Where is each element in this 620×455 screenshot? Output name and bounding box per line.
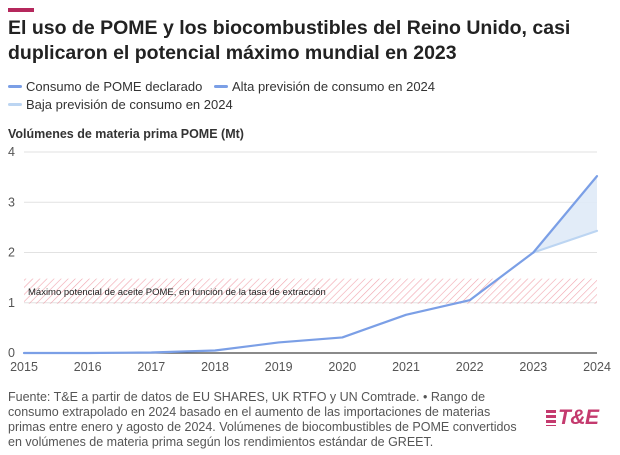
y-tick-label: 2: [8, 246, 15, 260]
series-line-high-forecast: [532, 175, 599, 254]
x-tick-label: 2017: [137, 360, 165, 374]
x-tick-label: 2016: [74, 360, 102, 374]
x-tick-label: 2018: [201, 360, 229, 374]
band-max-potential: [24, 278, 597, 304]
legend: Consumo de POME declarado Alta previsión…: [8, 78, 608, 114]
x-tick-label: 2019: [265, 360, 293, 374]
footer-source: Fuente: T&E a partir de datos de EU SHAR…: [8, 390, 517, 449]
accent-bar: [8, 8, 34, 12]
te-logo: T&E: [546, 406, 599, 430]
logo-stripes-icon: [546, 410, 556, 426]
legend-label-low: Baja previsión de consumo en 2024: [26, 97, 233, 112]
logo-text: T&E: [558, 406, 599, 429]
x-tick-label: 2021: [392, 360, 420, 374]
chart-title: El uso de POME y los biocombustibles del…: [8, 17, 571, 64]
x-tick-label: 2022: [456, 360, 484, 374]
y-tick-label: 1: [8, 296, 15, 310]
y-tick-label: 0: [8, 346, 15, 360]
legend-item-low: Baja previsión de consumo en 2024: [8, 96, 233, 114]
x-tick-label: 2023: [519, 360, 547, 374]
y-tick-label: 3: [8, 195, 15, 209]
x-tick-label: 2024: [583, 360, 611, 374]
series-line-low-forecast: [532, 229, 599, 254]
chart-subtitle: Volúmenes de materia prima POME (Mt): [8, 127, 244, 141]
y-tick-label: 4: [8, 145, 15, 159]
legend-swatch-low: [8, 103, 22, 107]
x-tick-label: 2020: [328, 360, 356, 374]
series-line-declared: [22, 251, 535, 355]
legend-item-high: Alta previsión de consumo en 2024: [213, 78, 436, 96]
legend-swatch-declared: [8, 85, 22, 89]
legend-item-declared: Consumo de POME declarado: [8, 78, 202, 96]
band-label: Máximo potencial de aceite POME, en func…: [28, 287, 326, 298]
legend-label-high: Alta previsión de consumo en 2024: [231, 79, 436, 94]
legend-swatch-high: [213, 85, 228, 89]
legend-label-declared: Consumo de POME declarado: [26, 79, 203, 94]
x-tick-label: 2015: [10, 360, 38, 374]
